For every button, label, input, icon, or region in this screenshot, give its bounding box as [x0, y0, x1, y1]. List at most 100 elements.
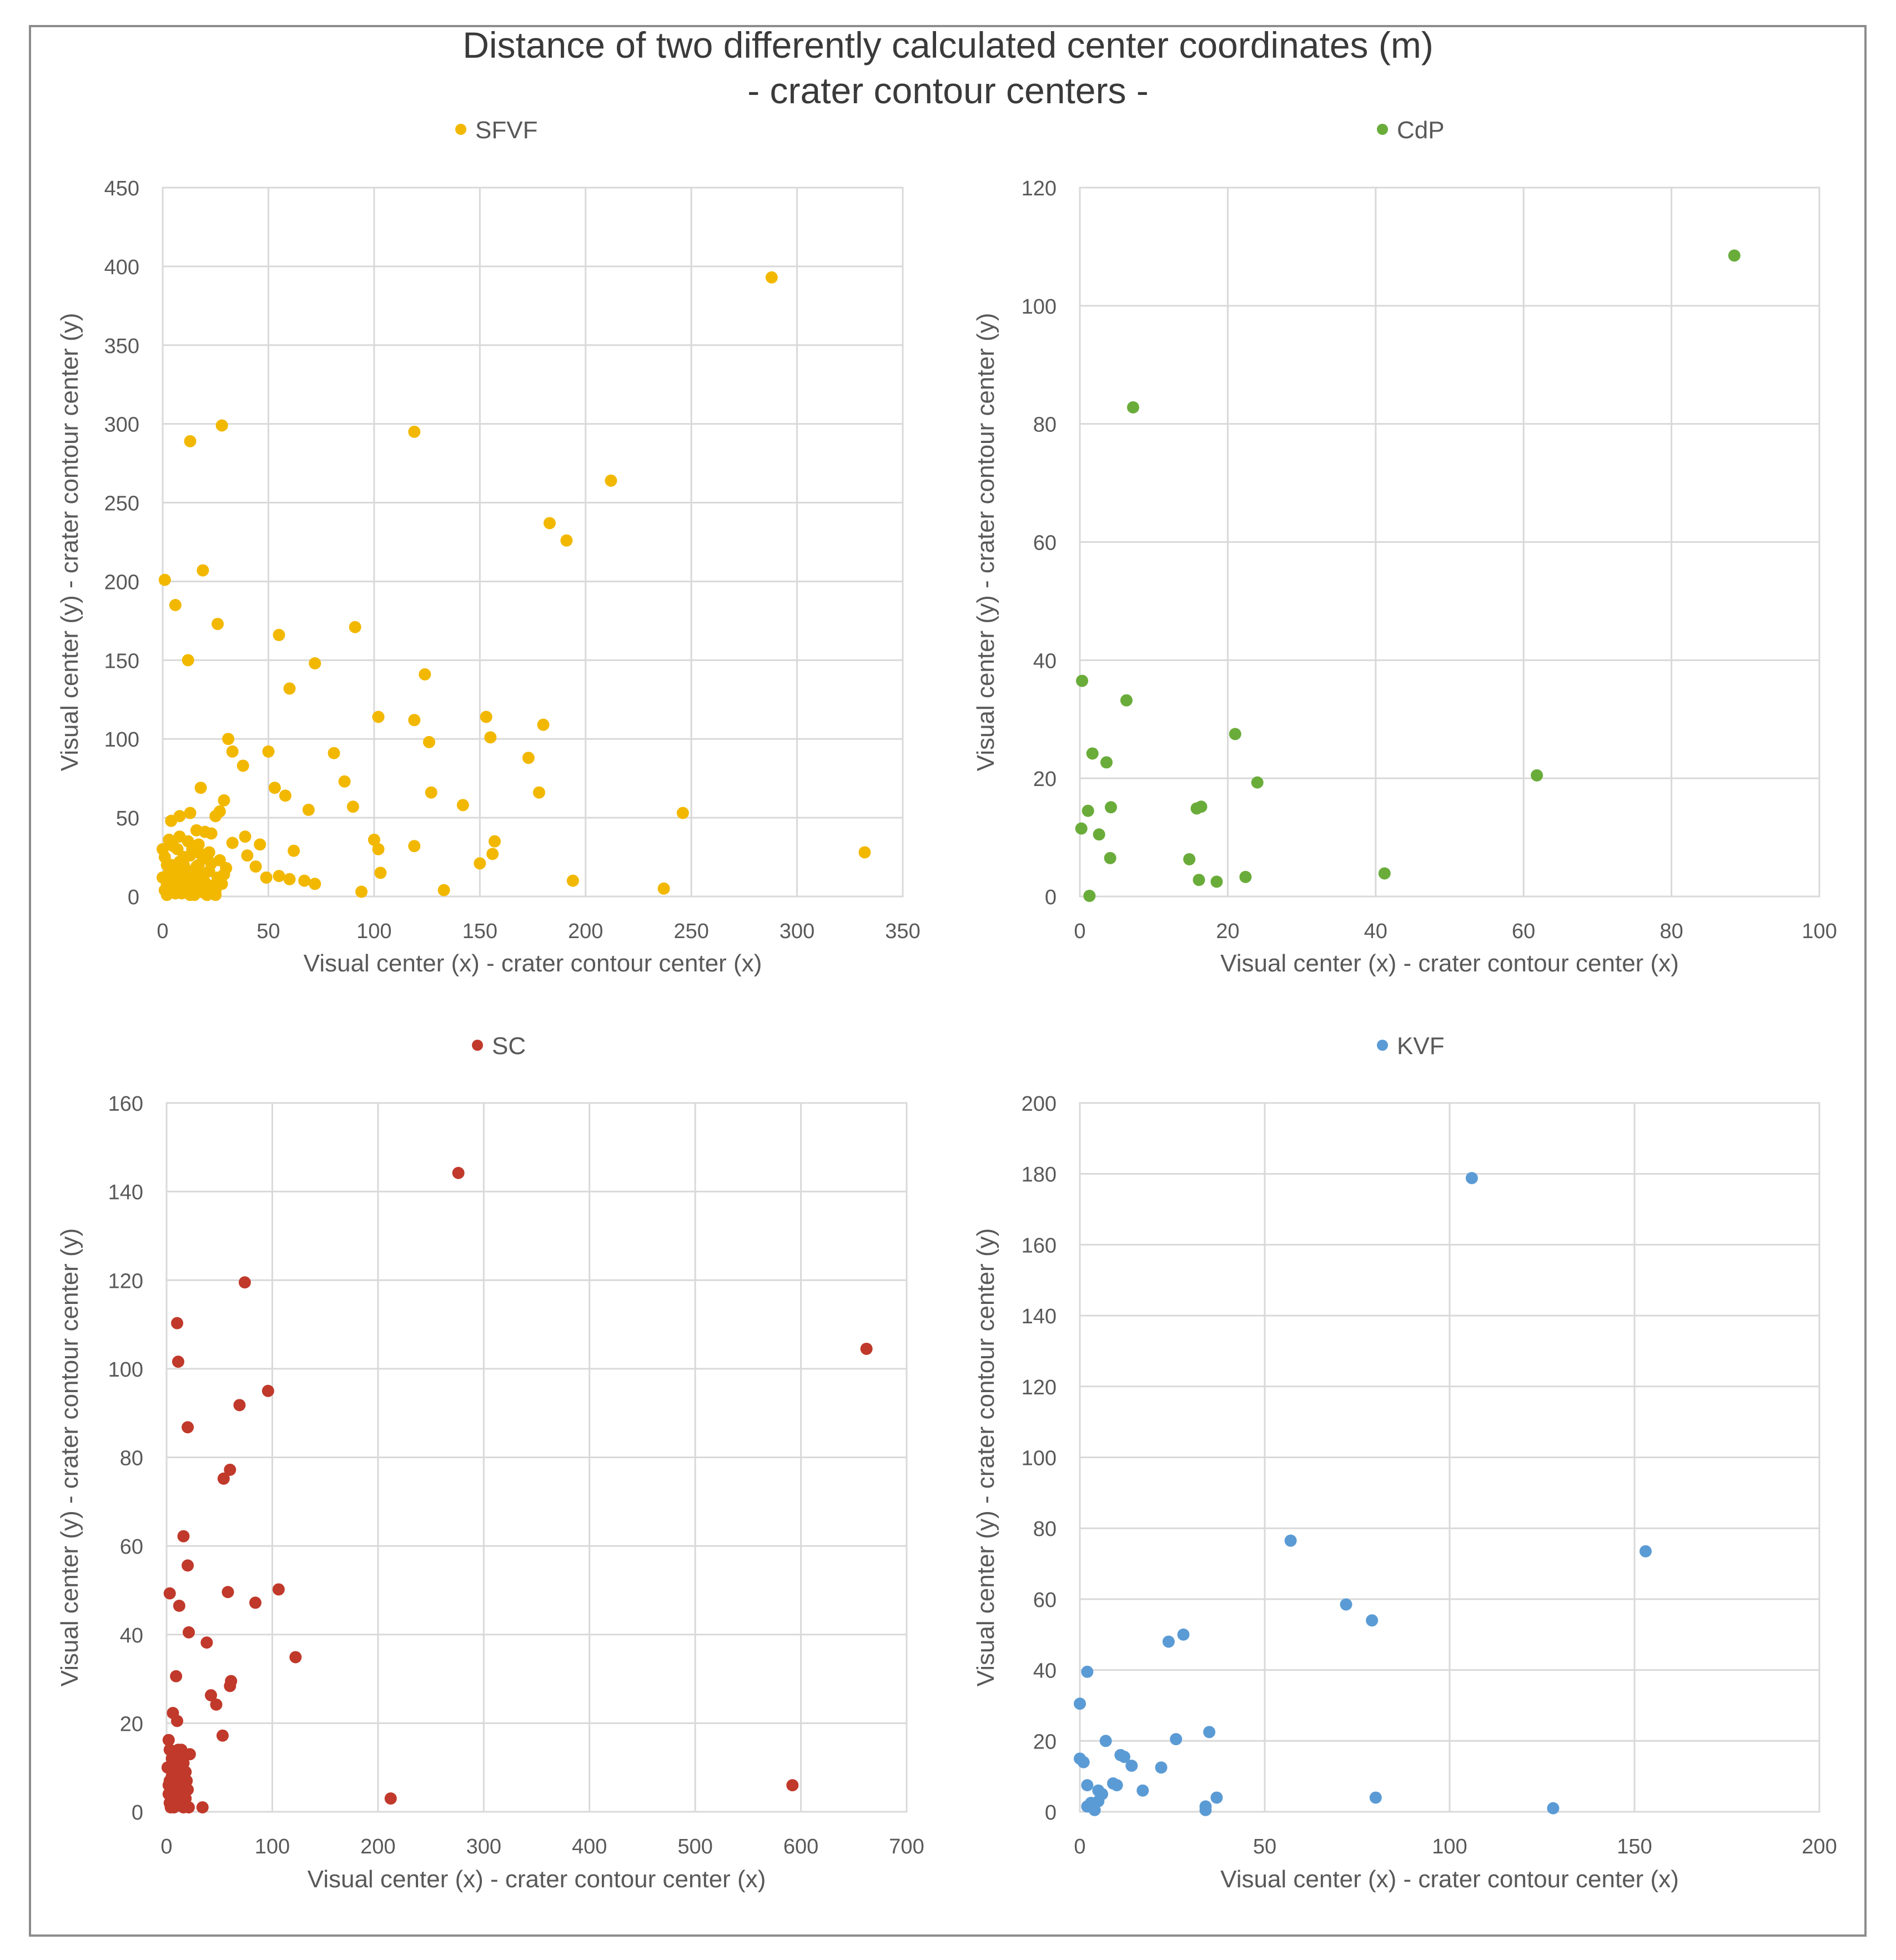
y-tick-label: 80	[1033, 1518, 1057, 1541]
data-point	[408, 840, 421, 853]
y-tick-label: 300	[104, 414, 139, 437]
x-tick-label: 80	[1659, 920, 1683, 943]
data-point	[1229, 728, 1241, 740]
data-point	[182, 835, 194, 848]
data-point	[372, 711, 385, 723]
data-point	[1104, 801, 1117, 814]
data-point	[226, 745, 239, 758]
data-point	[858, 846, 871, 859]
data-point	[1203, 1726, 1216, 1739]
chart-cdp: 0 20 40 60 80 100 120 0 20 40 60 80 100 Visual center…	[972, 117, 1837, 977]
x-tick-label: 100	[356, 920, 391, 943]
data-point	[355, 885, 368, 898]
y-tick-label: 60	[1033, 532, 1057, 555]
data-point	[543, 517, 556, 530]
data-point	[194, 848, 207, 860]
data-point	[309, 657, 321, 670]
data-point	[1378, 867, 1391, 880]
data-point	[288, 844, 300, 857]
x-axis-title: Visual center (x) - crater contour cente…	[308, 1866, 766, 1893]
data-point	[537, 718, 550, 731]
y-tick-label: 20	[1033, 1730, 1057, 1754]
y-tick-label: 0	[128, 886, 139, 909]
data-point	[346, 800, 359, 813]
data-point	[173, 810, 186, 823]
data-point	[216, 1729, 229, 1742]
data-point	[423, 735, 435, 748]
data-point	[268, 782, 281, 794]
y-tick-label: 0	[132, 1801, 143, 1825]
data-point	[249, 1596, 261, 1609]
data-point	[1104, 851, 1117, 864]
data-point	[157, 871, 169, 884]
data-point	[163, 1775, 176, 1787]
data-point	[328, 747, 340, 759]
data-point	[169, 599, 182, 612]
data-point	[456, 799, 469, 812]
data-point	[1110, 1779, 1123, 1792]
data-point	[171, 868, 184, 881]
y-axis-title: Visual center (y) - crater contour cente…	[56, 1228, 83, 1687]
chart-sc: 0 20 40 60 80 100 120 140 160 0 100 200 300 400 500 600…	[56, 1032, 924, 1893]
data-point	[1199, 1803, 1212, 1816]
x-tick-label: 300	[466, 1835, 501, 1858]
data-point	[182, 654, 194, 667]
y-tick-label: 160	[108, 1092, 143, 1116]
y-tick-label: 50	[116, 807, 139, 830]
data-point	[289, 1651, 302, 1664]
data-point	[1369, 1791, 1382, 1804]
x-tick-label: 200	[1802, 1835, 1837, 1858]
data-point	[1193, 874, 1205, 886]
data-point	[205, 827, 218, 840]
data-point	[254, 838, 266, 851]
data-point	[374, 866, 387, 879]
legend-label: SC	[492, 1032, 526, 1060]
data-point	[163, 1587, 176, 1600]
data-point	[172, 1356, 184, 1368]
data-point	[224, 1680, 237, 1692]
y-axis-title: Visual center (y) - crater contour cente…	[56, 313, 83, 772]
data-point	[196, 1801, 209, 1814]
data-point	[179, 1766, 192, 1778]
data-point	[309, 878, 321, 890]
y-tick-label: 100	[1022, 295, 1057, 319]
data-point	[1081, 1779, 1094, 1792]
data-point	[605, 474, 617, 487]
data-point	[239, 830, 252, 843]
x-tick-label: 0	[160, 1835, 172, 1858]
data-point	[164, 1761, 177, 1774]
data-point	[298, 874, 311, 887]
data-point	[1086, 747, 1099, 760]
data-point	[786, 1779, 799, 1792]
data-point	[1118, 1751, 1130, 1764]
data-point	[1100, 756, 1113, 769]
x-tick-label: 350	[885, 920, 920, 943]
data-point	[172, 1744, 184, 1756]
x-axis-title: Visual center (x) - crater contour cente…	[304, 950, 762, 977]
data-point	[197, 564, 209, 577]
data-point	[162, 1788, 175, 1801]
data-point	[1075, 674, 1088, 687]
data-point	[160, 889, 173, 901]
data-point	[177, 1530, 190, 1543]
data-point	[1082, 804, 1094, 817]
x-tick-label: 50	[1253, 1835, 1276, 1858]
data-point	[241, 849, 254, 862]
x-tick-label: 300	[779, 920, 814, 943]
data-point	[209, 889, 222, 901]
figure-title-block: Distance of two differently calculated c…	[0, 22, 1896, 113]
data-point	[1088, 1803, 1101, 1816]
data-point	[1075, 822, 1088, 835]
data-point	[224, 1463, 237, 1476]
data-point	[204, 1689, 217, 1702]
x-tick-label: 50	[257, 920, 280, 943]
data-point	[190, 860, 203, 873]
x-tick-label: 100	[1432, 1835, 1467, 1858]
data-point	[408, 714, 421, 727]
data-point	[200, 1636, 213, 1649]
data-point	[283, 873, 296, 885]
y-tick-label: 40	[1033, 649, 1057, 673]
data-point	[1340, 1598, 1352, 1611]
data-point	[349, 621, 361, 633]
chart-kvf: 0 20 40 60 80 100 120 140 160 180 200 0 50 100 150 200 V…	[972, 1032, 1837, 1893]
